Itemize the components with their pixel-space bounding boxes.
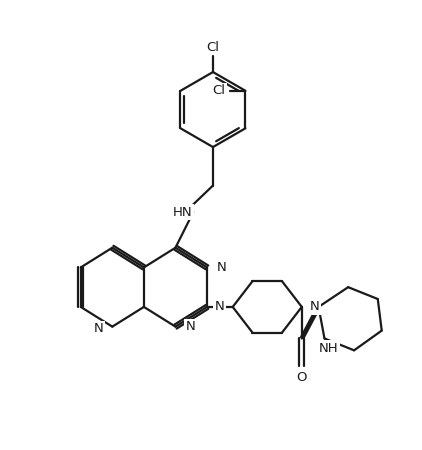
Text: N: N	[215, 301, 225, 313]
Text: O: O	[297, 371, 307, 384]
Text: N: N	[94, 322, 103, 335]
Text: N: N	[217, 261, 227, 274]
Text: HN: HN	[173, 206, 192, 219]
Text: N: N	[310, 301, 319, 313]
Text: Cl: Cl	[206, 41, 219, 54]
Text: Cl: Cl	[212, 84, 225, 97]
Text: N: N	[185, 320, 195, 333]
Text: NH: NH	[319, 342, 338, 355]
